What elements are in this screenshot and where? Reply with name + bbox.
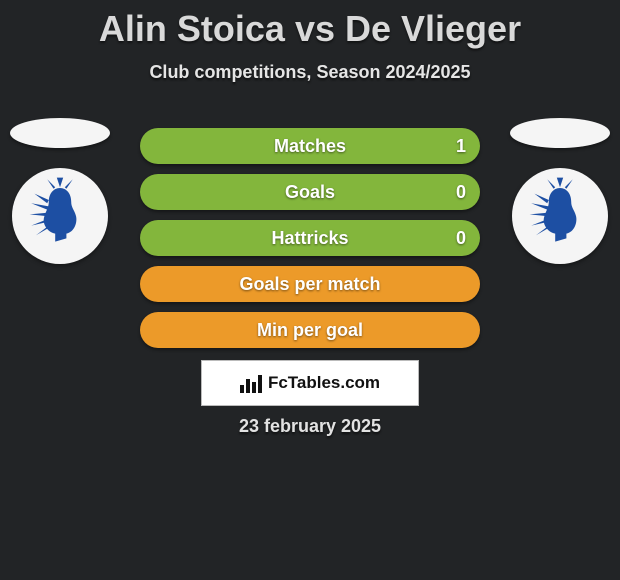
player-right <box>510 118 610 264</box>
stat-value: 1 <box>456 136 466 157</box>
player-left <box>10 118 110 264</box>
stat-label: Goals per match <box>239 274 380 295</box>
brand-badge: FcTables.com <box>201 360 419 406</box>
chief-head-icon <box>20 176 100 256</box>
chief-head-icon <box>520 176 600 256</box>
stat-row: Goals 0 <box>140 174 480 210</box>
stat-row: Goals per match <box>140 266 480 302</box>
player-left-name-pill <box>10 118 110 148</box>
stat-value: 0 <box>456 182 466 203</box>
stats-column: Matches 1 Goals 0 Hattricks 0 Goals per … <box>140 128 480 358</box>
stat-label: Hattricks <box>271 228 348 249</box>
brand-text: FcTables.com <box>268 373 380 393</box>
player-right-name-pill <box>510 118 610 148</box>
bar-chart-icon <box>240 373 262 393</box>
date-text: 23 february 2025 <box>0 416 620 437</box>
stat-row: Min per goal <box>140 312 480 348</box>
stat-value: 0 <box>456 228 466 249</box>
stat-label: Goals <box>285 182 335 203</box>
stat-label: Matches <box>274 136 346 157</box>
stat-row: Hattricks 0 <box>140 220 480 256</box>
player-left-avatar <box>12 168 108 264</box>
page-subtitle: Club competitions, Season 2024/2025 <box>0 62 620 83</box>
stat-label: Min per goal <box>257 320 363 341</box>
player-right-avatar <box>512 168 608 264</box>
page-title: Alin Stoica vs De Vlieger <box>0 8 620 50</box>
stat-row: Matches 1 <box>140 128 480 164</box>
comparison-card: Alin Stoica vs De Vlieger Club competiti… <box>0 8 620 580</box>
